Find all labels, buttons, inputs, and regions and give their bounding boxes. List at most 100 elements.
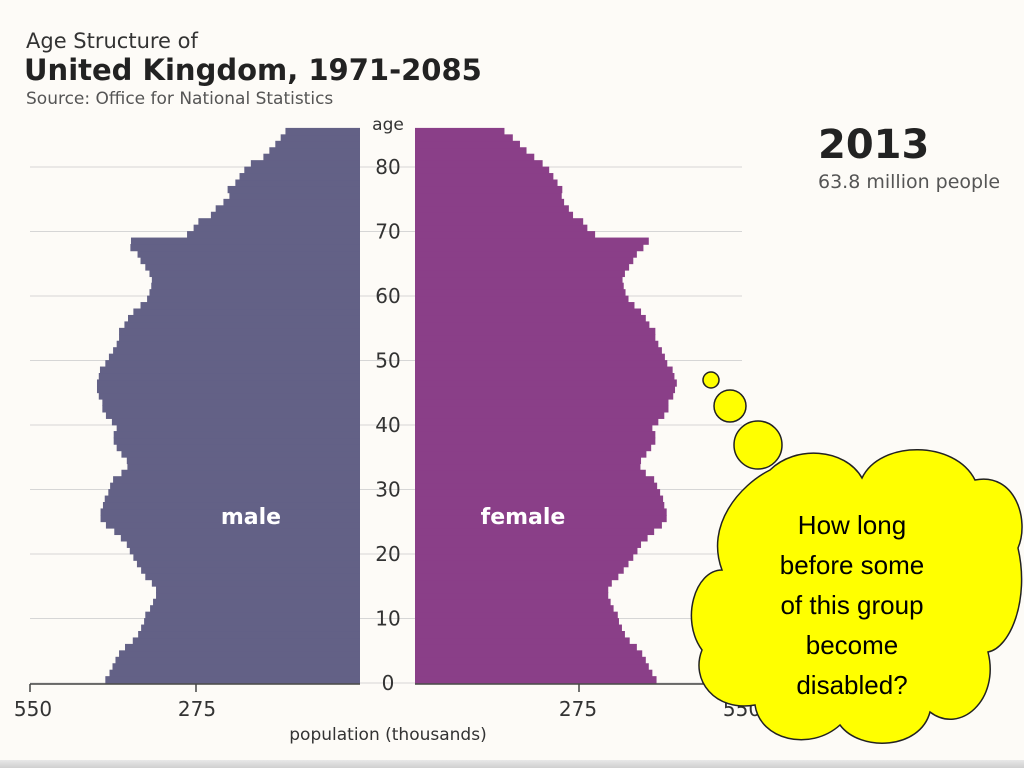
female-bar-age-23 — [415, 527, 655, 536]
male-bar-age-10 — [145, 611, 360, 619]
female-bar-age-56 — [415, 314, 646, 323]
male-bar-age-46 — [96, 379, 360, 387]
callout-line-2: before some — [780, 550, 925, 580]
male-bar-age-71 — [198, 218, 360, 226]
female-bar-age-69 — [415, 231, 596, 239]
male-bar-age-84 — [280, 134, 360, 142]
age-tick-30: 30 — [375, 478, 400, 502]
female-bar-age-3 — [415, 656, 646, 665]
female-bar-age-20 — [415, 547, 638, 555]
pre-title: Age Structure of — [26, 29, 199, 53]
female-bar-age-59 — [415, 295, 629, 303]
male-bar-age-1 — [109, 669, 361, 677]
male-bar-age-61 — [151, 282, 360, 290]
male-bar-age-44 — [98, 392, 361, 400]
female-bar-age-38 — [415, 431, 656, 439]
female-bar-age-10 — [415, 611, 618, 619]
female-bar-age-58 — [415, 302, 635, 310]
female-bar-age-55 — [415, 321, 650, 329]
male-bar-age-42 — [102, 405, 361, 413]
female-bar-age-4 — [415, 650, 643, 658]
female-bar-age-33 — [415, 463, 641, 471]
male-bar-age-6 — [132, 637, 360, 645]
age-tick-60: 60 — [375, 284, 400, 308]
male-bar-age-24 — [105, 521, 361, 529]
male-bar-age-18 — [136, 560, 360, 568]
female-bar-age-60 — [415, 289, 626, 297]
female-bar-age-13 — [415, 592, 609, 600]
male-bar-age-72 — [210, 211, 360, 219]
female-bar-age-21 — [415, 540, 642, 548]
male-bar-age-83 — [275, 140, 360, 149]
female-bar-age-14 — [415, 585, 609, 594]
male-bar-age-53 — [119, 334, 360, 342]
male-bar-age-57 — [133, 308, 360, 316]
male-bar-age-9 — [144, 618, 360, 626]
callout-line-3: of this group — [780, 590, 923, 620]
female-bar-age-12 — [415, 598, 611, 606]
male-bar-age-85 — [285, 127, 360, 136]
male-bar-age-7 — [138, 631, 360, 639]
male-bar-age-12 — [153, 598, 360, 606]
female-bar-age-68 — [415, 237, 649, 245]
male-bar-age-28 — [104, 495, 360, 503]
male-series — [96, 127, 361, 684]
female-bar-age-65 — [415, 256, 634, 265]
male-bar-age-31 — [113, 476, 361, 484]
male-bar-age-17 — [141, 566, 360, 574]
slide-bottom-border — [0, 760, 1024, 768]
male-bar-age-51 — [113, 347, 361, 355]
female-bar-age-73 — [415, 205, 569, 213]
male-bar-age-69 — [187, 231, 360, 239]
female-bar-age-31 — [415, 476, 655, 484]
male-bar-age-74 — [223, 198, 360, 207]
male-bar-age-0 — [105, 676, 361, 684]
male-bar-age-62 — [151, 276, 360, 284]
female-series — [415, 127, 677, 684]
male-bar-age-81 — [263, 153, 360, 161]
female-bar-age-34 — [415, 456, 642, 465]
thought-bubble-medium — [713, 389, 747, 423]
male-bar-age-49 — [105, 360, 361, 368]
male-bar-age-15 — [151, 579, 360, 587]
female-bar-age-43 — [415, 398, 669, 407]
series-label-male: male — [221, 505, 281, 530]
male-bar-age-67 — [130, 244, 360, 252]
male-bar-age-66 — [137, 250, 360, 258]
male-bar-age-64 — [145, 263, 360, 271]
male-bar-age-34 — [126, 456, 360, 465]
female-bar-age-7 — [415, 631, 625, 639]
female-bar-age-76 — [415, 185, 563, 194]
male-bar-age-29 — [108, 489, 360, 497]
age-axis-label: age — [372, 115, 404, 135]
male-bar-age-73 — [215, 205, 360, 213]
callout-line-5: disabled? — [796, 670, 907, 700]
male-bar-age-77 — [235, 179, 360, 187]
chart-title: United Kingdom, 1971-2085 — [24, 53, 482, 87]
male-bar-age-8 — [141, 624, 360, 632]
male-bar-age-58 — [140, 302, 360, 310]
male-bar-age-27 — [102, 502, 360, 510]
female-bar-age-80 — [415, 160, 543, 168]
age-tick-50: 50 — [375, 349, 400, 373]
male-bar-age-54 — [119, 327, 360, 336]
female-bar-age-51 — [415, 347, 662, 355]
series-label-female: female — [481, 505, 566, 530]
female-bar-age-17 — [415, 566, 624, 574]
female-bar-age-9 — [415, 618, 619, 626]
female-bar-age-83 — [415, 140, 520, 149]
male-bar-age-41 — [105, 411, 361, 419]
age-tick-20: 20 — [375, 542, 400, 566]
male-bar-age-59 — [147, 295, 360, 303]
male-bar-age-38 — [113, 431, 360, 439]
male-bar-age-43 — [102, 398, 361, 407]
female-bar-age-49 — [415, 360, 668, 368]
female-bar-age-22 — [415, 534, 648, 542]
thought-bubble-large — [733, 420, 783, 470]
female-bar-age-0 — [415, 676, 657, 684]
female-bar-age-57 — [415, 308, 642, 316]
female-bar-age-18 — [415, 560, 629, 568]
male-bar-age-35 — [121, 450, 360, 458]
female-bar-age-61 — [415, 282, 624, 290]
